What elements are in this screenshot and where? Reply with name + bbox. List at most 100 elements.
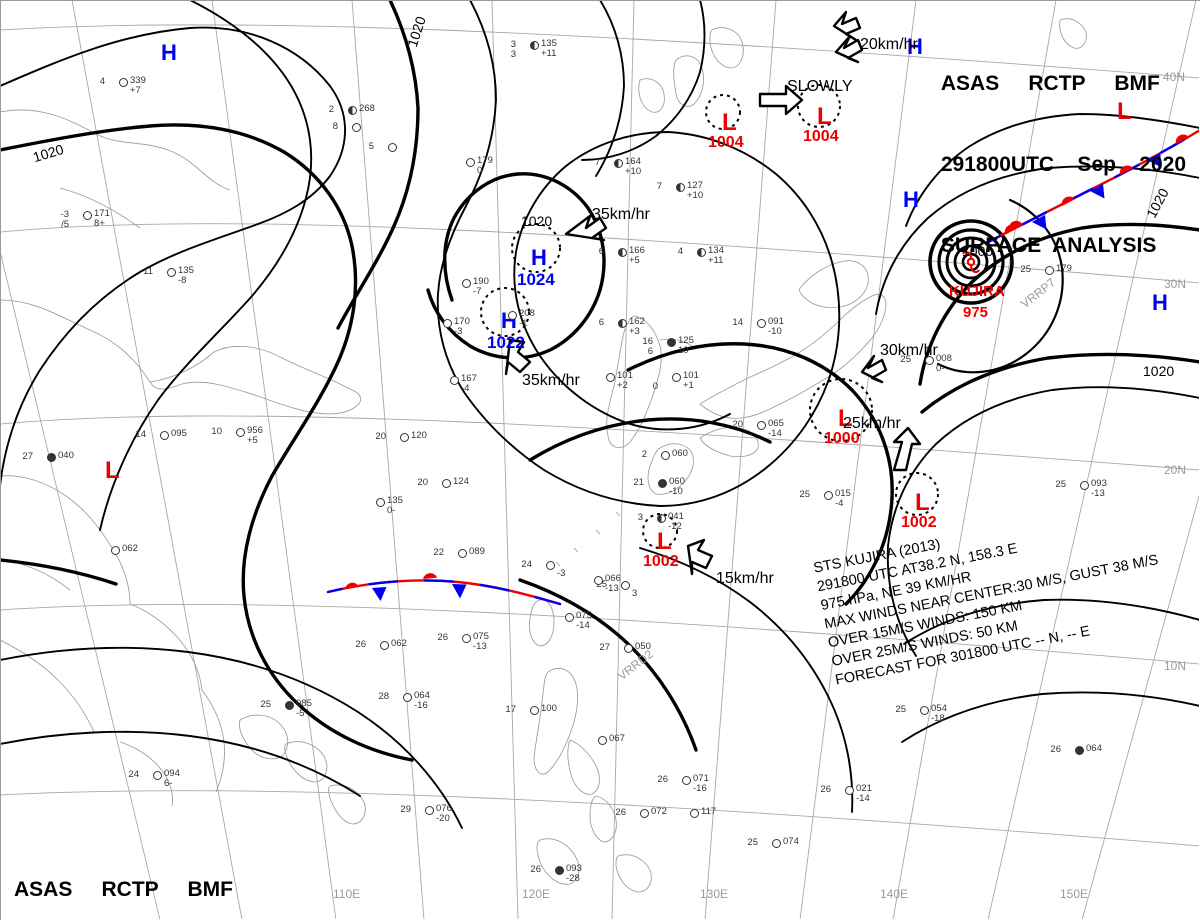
station-temperature: 2 xyxy=(328,104,334,115)
station-dewpoint: 6- xyxy=(164,778,173,789)
station-pressure: 190 xyxy=(473,276,489,287)
station-pressure: 091 xyxy=(768,316,784,327)
station-cloud-symbol xyxy=(380,641,389,650)
station-pressure: 100 xyxy=(541,703,557,714)
graticule-label-110E: 110E xyxy=(333,887,361,901)
station-dewpoint: -16 xyxy=(414,700,428,711)
station-pressure: 040 xyxy=(58,450,74,461)
station-dewpoint: -10 xyxy=(768,326,782,337)
station-temperature: 29 xyxy=(400,804,411,815)
station-pressure: 167 xyxy=(461,373,477,384)
station-temperature: 25 xyxy=(900,354,911,365)
station-cloud-symbol xyxy=(388,143,397,152)
station-pressure: 085 xyxy=(296,698,312,709)
station-cloud-symbol xyxy=(400,433,409,442)
station-cloud-symbol xyxy=(565,613,574,622)
station-dewpoint: +2 xyxy=(617,380,628,391)
station-dewpoint: -4 xyxy=(835,498,844,509)
motion-label-spd-h-lower: 35km/hr xyxy=(522,372,580,389)
graticule-label-130E: 130E xyxy=(700,887,729,901)
station-dewpoint: +5 xyxy=(247,435,258,446)
station-pressure: 075 xyxy=(576,610,592,621)
station-dewpoint: -28 xyxy=(566,873,580,884)
station-pressure: 124 xyxy=(453,476,469,487)
station-cloud-symbol xyxy=(772,839,781,848)
isobars xyxy=(1,1,1199,829)
station-pressure: 062 xyxy=(122,543,138,554)
typhoon-pressure-label: 975 xyxy=(963,304,989,321)
station-cloud-symbol xyxy=(757,421,766,430)
motion-label-spd-h-ne: 20km/hr xyxy=(860,36,918,53)
station-cloud-symbol xyxy=(606,373,615,382)
station-cloud-symbol xyxy=(925,356,934,365)
station-cloud-symbol xyxy=(450,376,459,385)
station-temperature: 24 xyxy=(521,559,532,570)
station-dewpoint: +3 xyxy=(629,326,640,337)
isobar-label-isobar-1020-c: 1020 xyxy=(521,213,553,229)
station-dewpoint: +5 xyxy=(629,255,640,266)
station-pressure: 170 xyxy=(454,316,470,327)
pressure-value-l-east-1000: 1000 xyxy=(824,430,860,447)
graticule-label-140E: 140E xyxy=(880,887,909,901)
station-temperature: 7 xyxy=(656,181,662,192)
pressure-center-l-north-1: L xyxy=(722,109,737,136)
station-pressure: 339 xyxy=(130,75,146,86)
pressure-center-h-right-mid: H xyxy=(903,187,919,212)
station-cloud-symbol xyxy=(598,736,607,745)
station-pressure: 071 xyxy=(693,773,709,784)
header-tr-line3: SURFACE ANALYSIS xyxy=(940,234,1157,257)
station-pressure: 162 xyxy=(629,316,645,327)
station-temperature: 16 xyxy=(642,336,653,347)
station-cloud-symbol xyxy=(624,644,633,653)
header-tr-line1: ASAS RCTP BMF xyxy=(940,72,1160,95)
station-pressure: 066 xyxy=(605,573,621,584)
station-pressure: 093 xyxy=(1091,478,1107,489)
station-cloud-symbol xyxy=(285,701,294,710)
station-cloud-symbol xyxy=(530,41,539,50)
station-pressure: 050 xyxy=(635,641,651,652)
station-dewpoint: -14 xyxy=(856,793,870,804)
header-tr-line2: 291800UTC Sep 2020 xyxy=(940,153,1186,176)
station-cloud-symbol xyxy=(676,183,685,192)
motion-arrows xyxy=(504,10,922,576)
station-dewpoint: -16 xyxy=(693,783,707,794)
pressure-center-l-east-1002: L xyxy=(915,489,930,516)
station-cloud-symbol xyxy=(920,706,929,715)
station-pressure: 135 xyxy=(541,38,557,49)
station-temperature: 8 xyxy=(332,121,338,132)
station-temperature: 20 xyxy=(417,477,428,488)
station-temperature: 26 xyxy=(615,807,626,818)
station-temperature: 26 xyxy=(437,632,448,643)
graticule-label-150E: 150E xyxy=(1060,887,1089,901)
station-dewpoint: -1 xyxy=(519,318,528,329)
station-pressure: 179 xyxy=(1056,263,1072,274)
station-pressure: 117 xyxy=(701,806,717,817)
station-pressure: 094 xyxy=(164,768,180,779)
front-stationary-sw xyxy=(326,573,562,606)
graticule-label-120E: 120E xyxy=(522,887,551,901)
station-cloud-symbol xyxy=(160,431,169,440)
motion-label-spd-l-1002e: 25km/hr xyxy=(843,415,901,432)
station-dewpoint: 10 xyxy=(678,345,689,356)
graticule-label-30N: 30N xyxy=(1164,277,1187,291)
pressure-value-l-north-2: 1004 xyxy=(803,128,839,145)
station-cloud-symbol xyxy=(508,311,517,320)
pressure-center-h-nw-corner: H xyxy=(161,40,177,65)
station-pressure: 164 xyxy=(625,156,641,167)
station-pressure: 021 xyxy=(856,783,872,794)
station-cloud-symbol xyxy=(661,451,670,460)
station-extra: 0 xyxy=(652,381,658,392)
station-cloud-symbol xyxy=(658,479,667,488)
motion-label-spd-l-1000: 30km/hr xyxy=(880,342,938,359)
station-dewpoint: 8+ xyxy=(94,218,105,229)
station-cloud-symbol xyxy=(555,866,564,875)
station-cloud-symbol xyxy=(442,479,451,488)
station-dewpoint: -3 xyxy=(557,568,566,579)
header-bl-line1: ASAS RCTP BMF xyxy=(14,878,233,901)
station-temperature: 25 xyxy=(260,699,271,710)
station-dewpoint: -12 xyxy=(668,521,682,532)
station-temperature: 24 xyxy=(128,769,139,780)
station-pressure: 076 xyxy=(436,803,452,814)
